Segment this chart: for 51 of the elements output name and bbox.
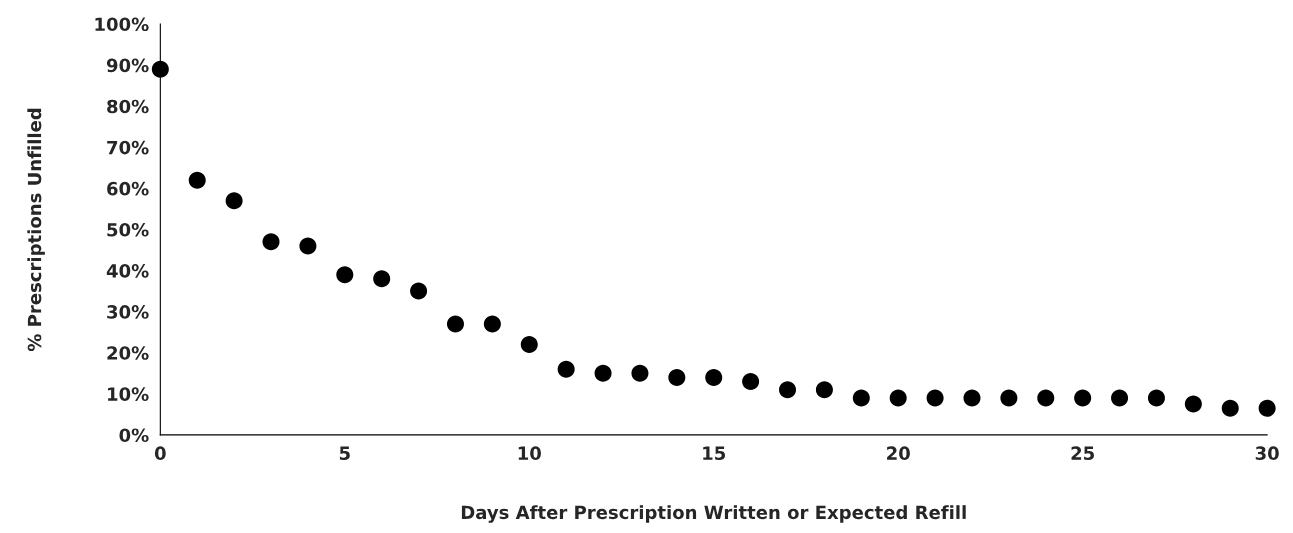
point — [1000, 389, 1018, 407]
point — [1184, 395, 1202, 413]
point — [225, 192, 243, 210]
point — [852, 389, 870, 407]
y-tick-label: 100% — [95, 17, 149, 32]
y-tick-label: 20% — [107, 346, 149, 360]
point — [373, 270, 391, 288]
point — [446, 315, 464, 333]
y-tick-label: 90% — [106, 58, 149, 73]
point — [742, 373, 760, 391]
point — [1074, 389, 1092, 407]
point — [520, 336, 538, 354]
y-tick-label: 50% — [107, 222, 149, 237]
point — [1111, 389, 1129, 407]
x-tick-label: 10 — [518, 446, 541, 461]
point — [299, 237, 317, 255]
x-axis-title: Days After Prescription Written or Expected Refill — [461, 505, 966, 523]
point — [1037, 389, 1055, 407]
point — [1258, 399, 1276, 417]
y-tick-label: 0% — [119, 428, 149, 443]
point — [1147, 389, 1165, 407]
point — [705, 368, 723, 386]
x-tick-label: 20 — [887, 446, 910, 461]
x-tick-label: 5 — [339, 446, 350, 461]
point — [151, 60, 169, 78]
y-tick-label: 30% — [107, 305, 149, 319]
point — [483, 315, 501, 333]
point — [594, 364, 612, 382]
x-tick-label: 30 — [1255, 446, 1279, 461]
point — [188, 171, 206, 189]
y-axis-title: % Prescriptions Unfilled — [27, 108, 45, 352]
point — [815, 381, 833, 399]
point — [1221, 399, 1239, 417]
y-tick-label: 80% — [107, 99, 149, 114]
point — [410, 282, 428, 300]
y-tick-label: 40% — [106, 264, 149, 278]
point — [336, 266, 354, 284]
y-tick-label: 10% — [108, 387, 149, 401]
y-tick-label: 70% — [107, 140, 149, 155]
point — [668, 368, 686, 386]
point — [557, 360, 575, 378]
point — [262, 233, 280, 251]
y-tick-label: 60% — [107, 181, 149, 196]
x-tick-label: 0 — [154, 446, 166, 461]
x-tick-label: 15 — [703, 446, 726, 461]
point — [779, 381, 797, 399]
point — [963, 389, 981, 407]
x-tick-label: 25 — [1071, 446, 1094, 461]
point — [926, 389, 944, 407]
point — [631, 364, 649, 382]
point — [889, 389, 907, 407]
